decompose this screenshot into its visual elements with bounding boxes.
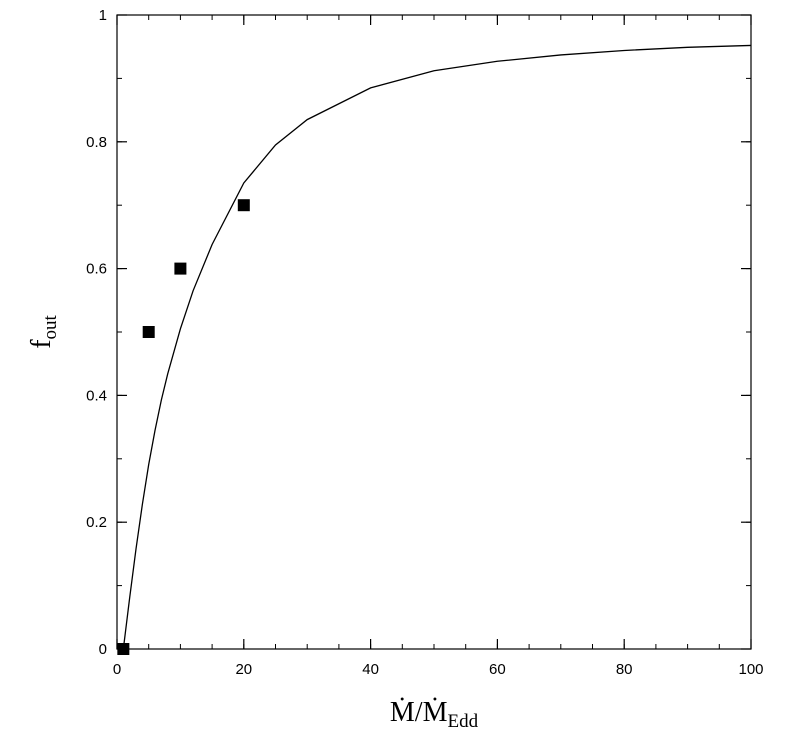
x-axis-label-main: Ṁ/Ṁ: [390, 697, 448, 728]
x-tick-label: 100: [738, 661, 763, 678]
y-axis-label-main: f: [26, 339, 57, 349]
y-tick-label: 0.2: [86, 514, 107, 531]
x-tick-label: 20: [235, 661, 252, 678]
major-ticks: [116, 14, 752, 650]
x-axis-label-sub: Edd: [447, 711, 478, 732]
plot-frame: [116, 14, 752, 650]
x-tick-labels: 0 20 40 60 80 100: [113, 661, 764, 678]
y-tick-label: 1: [99, 7, 107, 24]
model-curve: [122, 44, 752, 650]
x-tick-label: 0: [113, 661, 121, 678]
y-axis-label-sub: out: [40, 314, 61, 339]
series-layer: [117, 44, 752, 655]
y-tick-label: 0.4: [86, 387, 107, 404]
y-tick-label: 0.6: [86, 261, 107, 278]
y-tick-labels: 0 0.2 0.4 0.6 0.8 1: [86, 7, 107, 658]
minor-ticks: [116, 14, 752, 650]
y-tick-label: 0.8: [86, 134, 107, 151]
x-tick-label: 40: [362, 661, 379, 678]
data-point-square: [237, 199, 250, 212]
data-point-square: [174, 262, 187, 275]
y-axis-label: fout: [26, 314, 61, 348]
x-axis-label: Ṁ/ṀEdd: [390, 697, 479, 732]
y-tick-label: 0: [99, 641, 107, 658]
data-point-square: [142, 326, 155, 338]
x-tick-label: 80: [616, 661, 633, 678]
x-tick-label: 60: [489, 661, 506, 678]
